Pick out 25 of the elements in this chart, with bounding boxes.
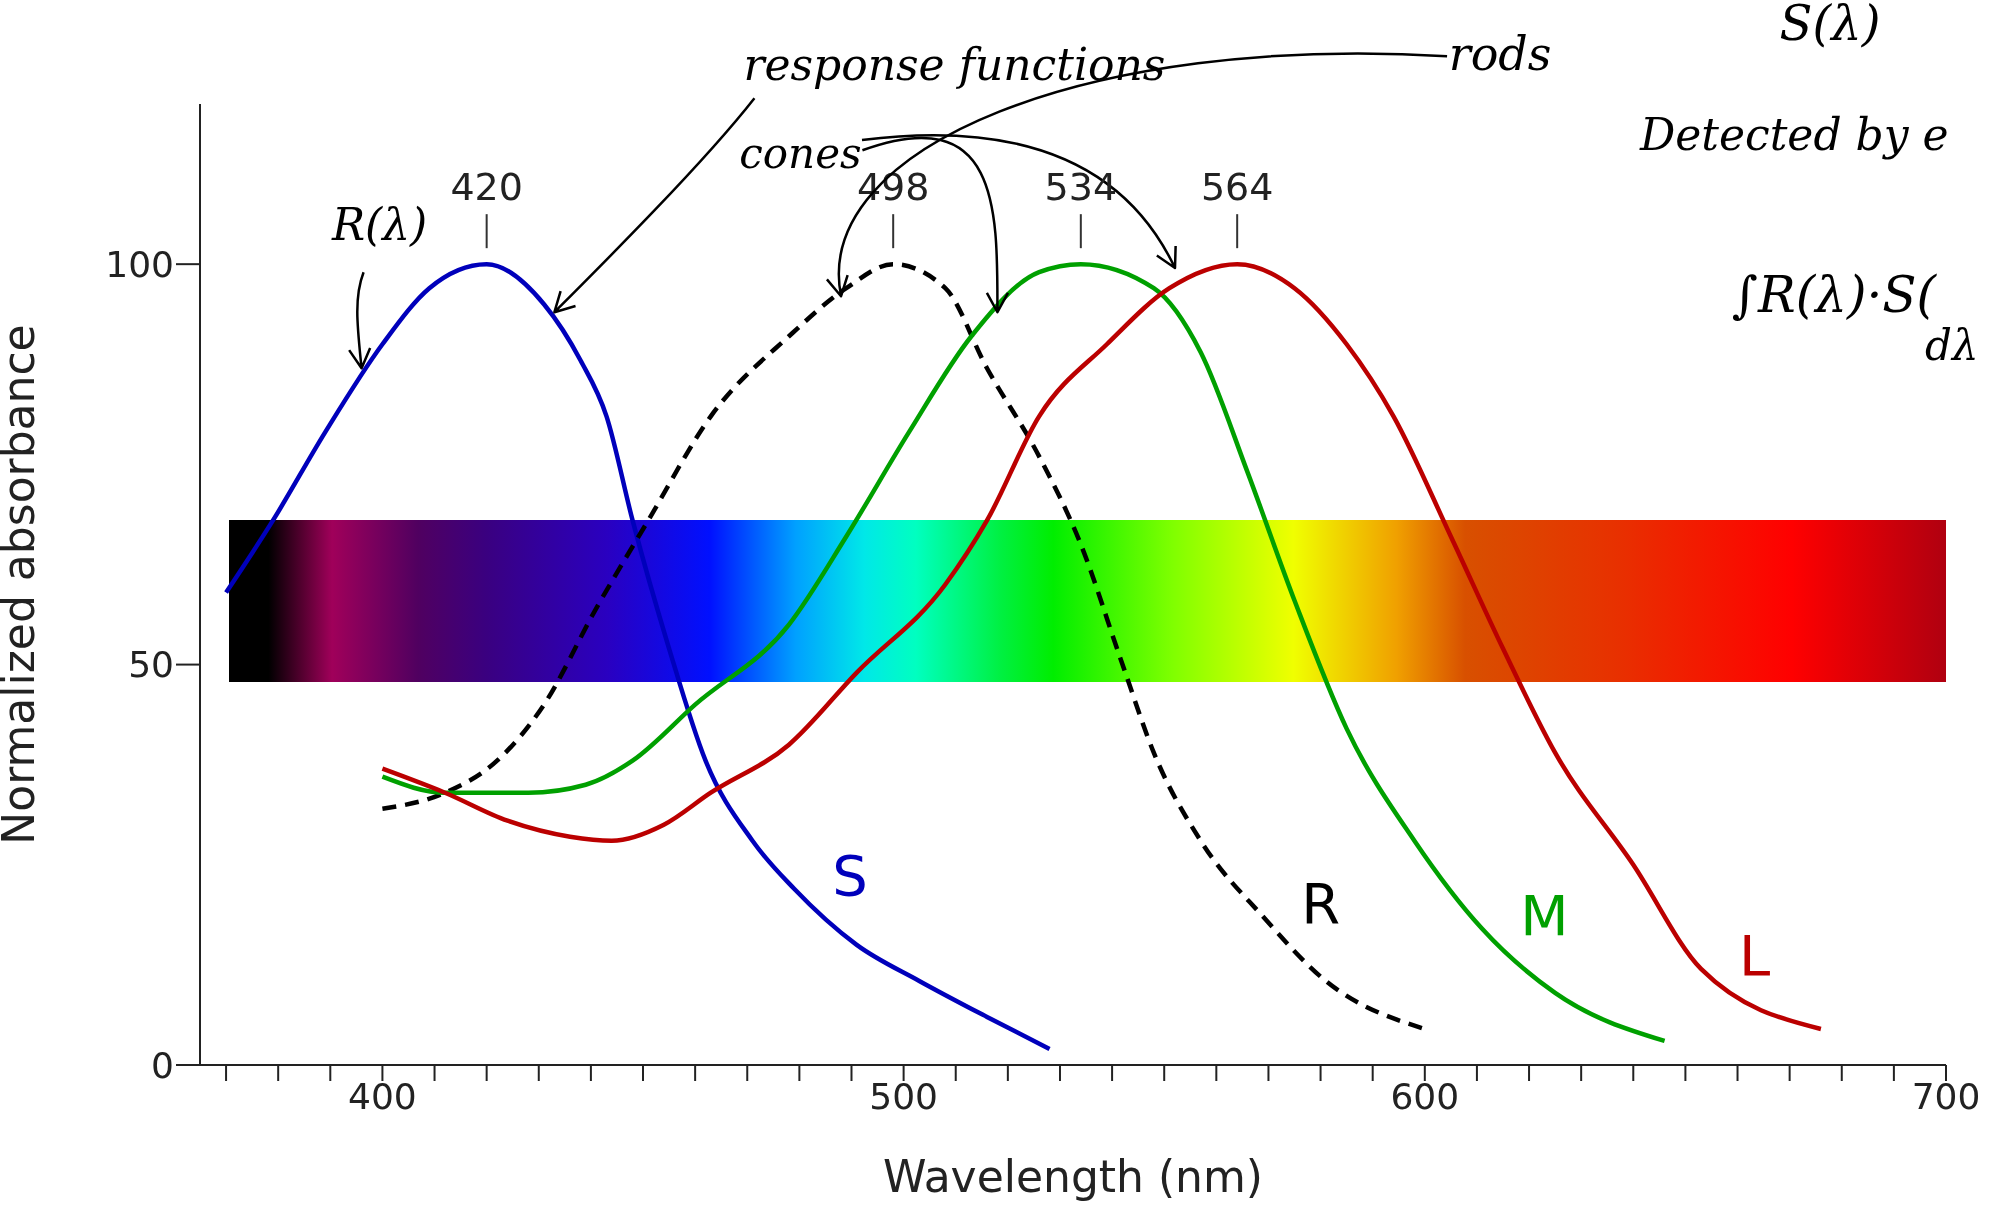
text: S(λ) (1779, 0, 1881, 51)
annotation: rods (1448, 27, 1552, 82)
annotation: response functions (743, 39, 1166, 91)
annotation: 420 (450, 165, 523, 210)
annotation: Detected by e (1639, 109, 1949, 160)
annotation: dλ (1925, 321, 1979, 370)
y-axis-title: Normalized absorbance (0, 324, 44, 845)
annotation: 534 (1044, 165, 1118, 210)
series-label: R (1301, 870, 1341, 936)
x-tick-label: 400 (348, 1075, 417, 1117)
x-axis-title: Wavelength (nm) (882, 1151, 1264, 1202)
annotation: 564 (1200, 165, 1274, 210)
x-tick-label: 600 (1390, 1075, 1460, 1117)
series-label: L (1739, 922, 1771, 988)
y-tick-label: 50 (128, 644, 174, 686)
series-label: M (1520, 882, 1569, 948)
annotation: cones (739, 129, 862, 179)
y-tick-label: 100 (105, 243, 174, 285)
x-tick-label: 700 (1911, 1075, 1981, 1117)
x-tick-label: 500 (869, 1075, 938, 1117)
y-tick-label: 0 (151, 1044, 174, 1086)
line-series (223, 261, 1052, 1052)
series-label: S (832, 842, 868, 908)
annotation: R(λ) (330, 199, 428, 251)
annotation: ∫R(λ)·S( (1732, 266, 1938, 324)
